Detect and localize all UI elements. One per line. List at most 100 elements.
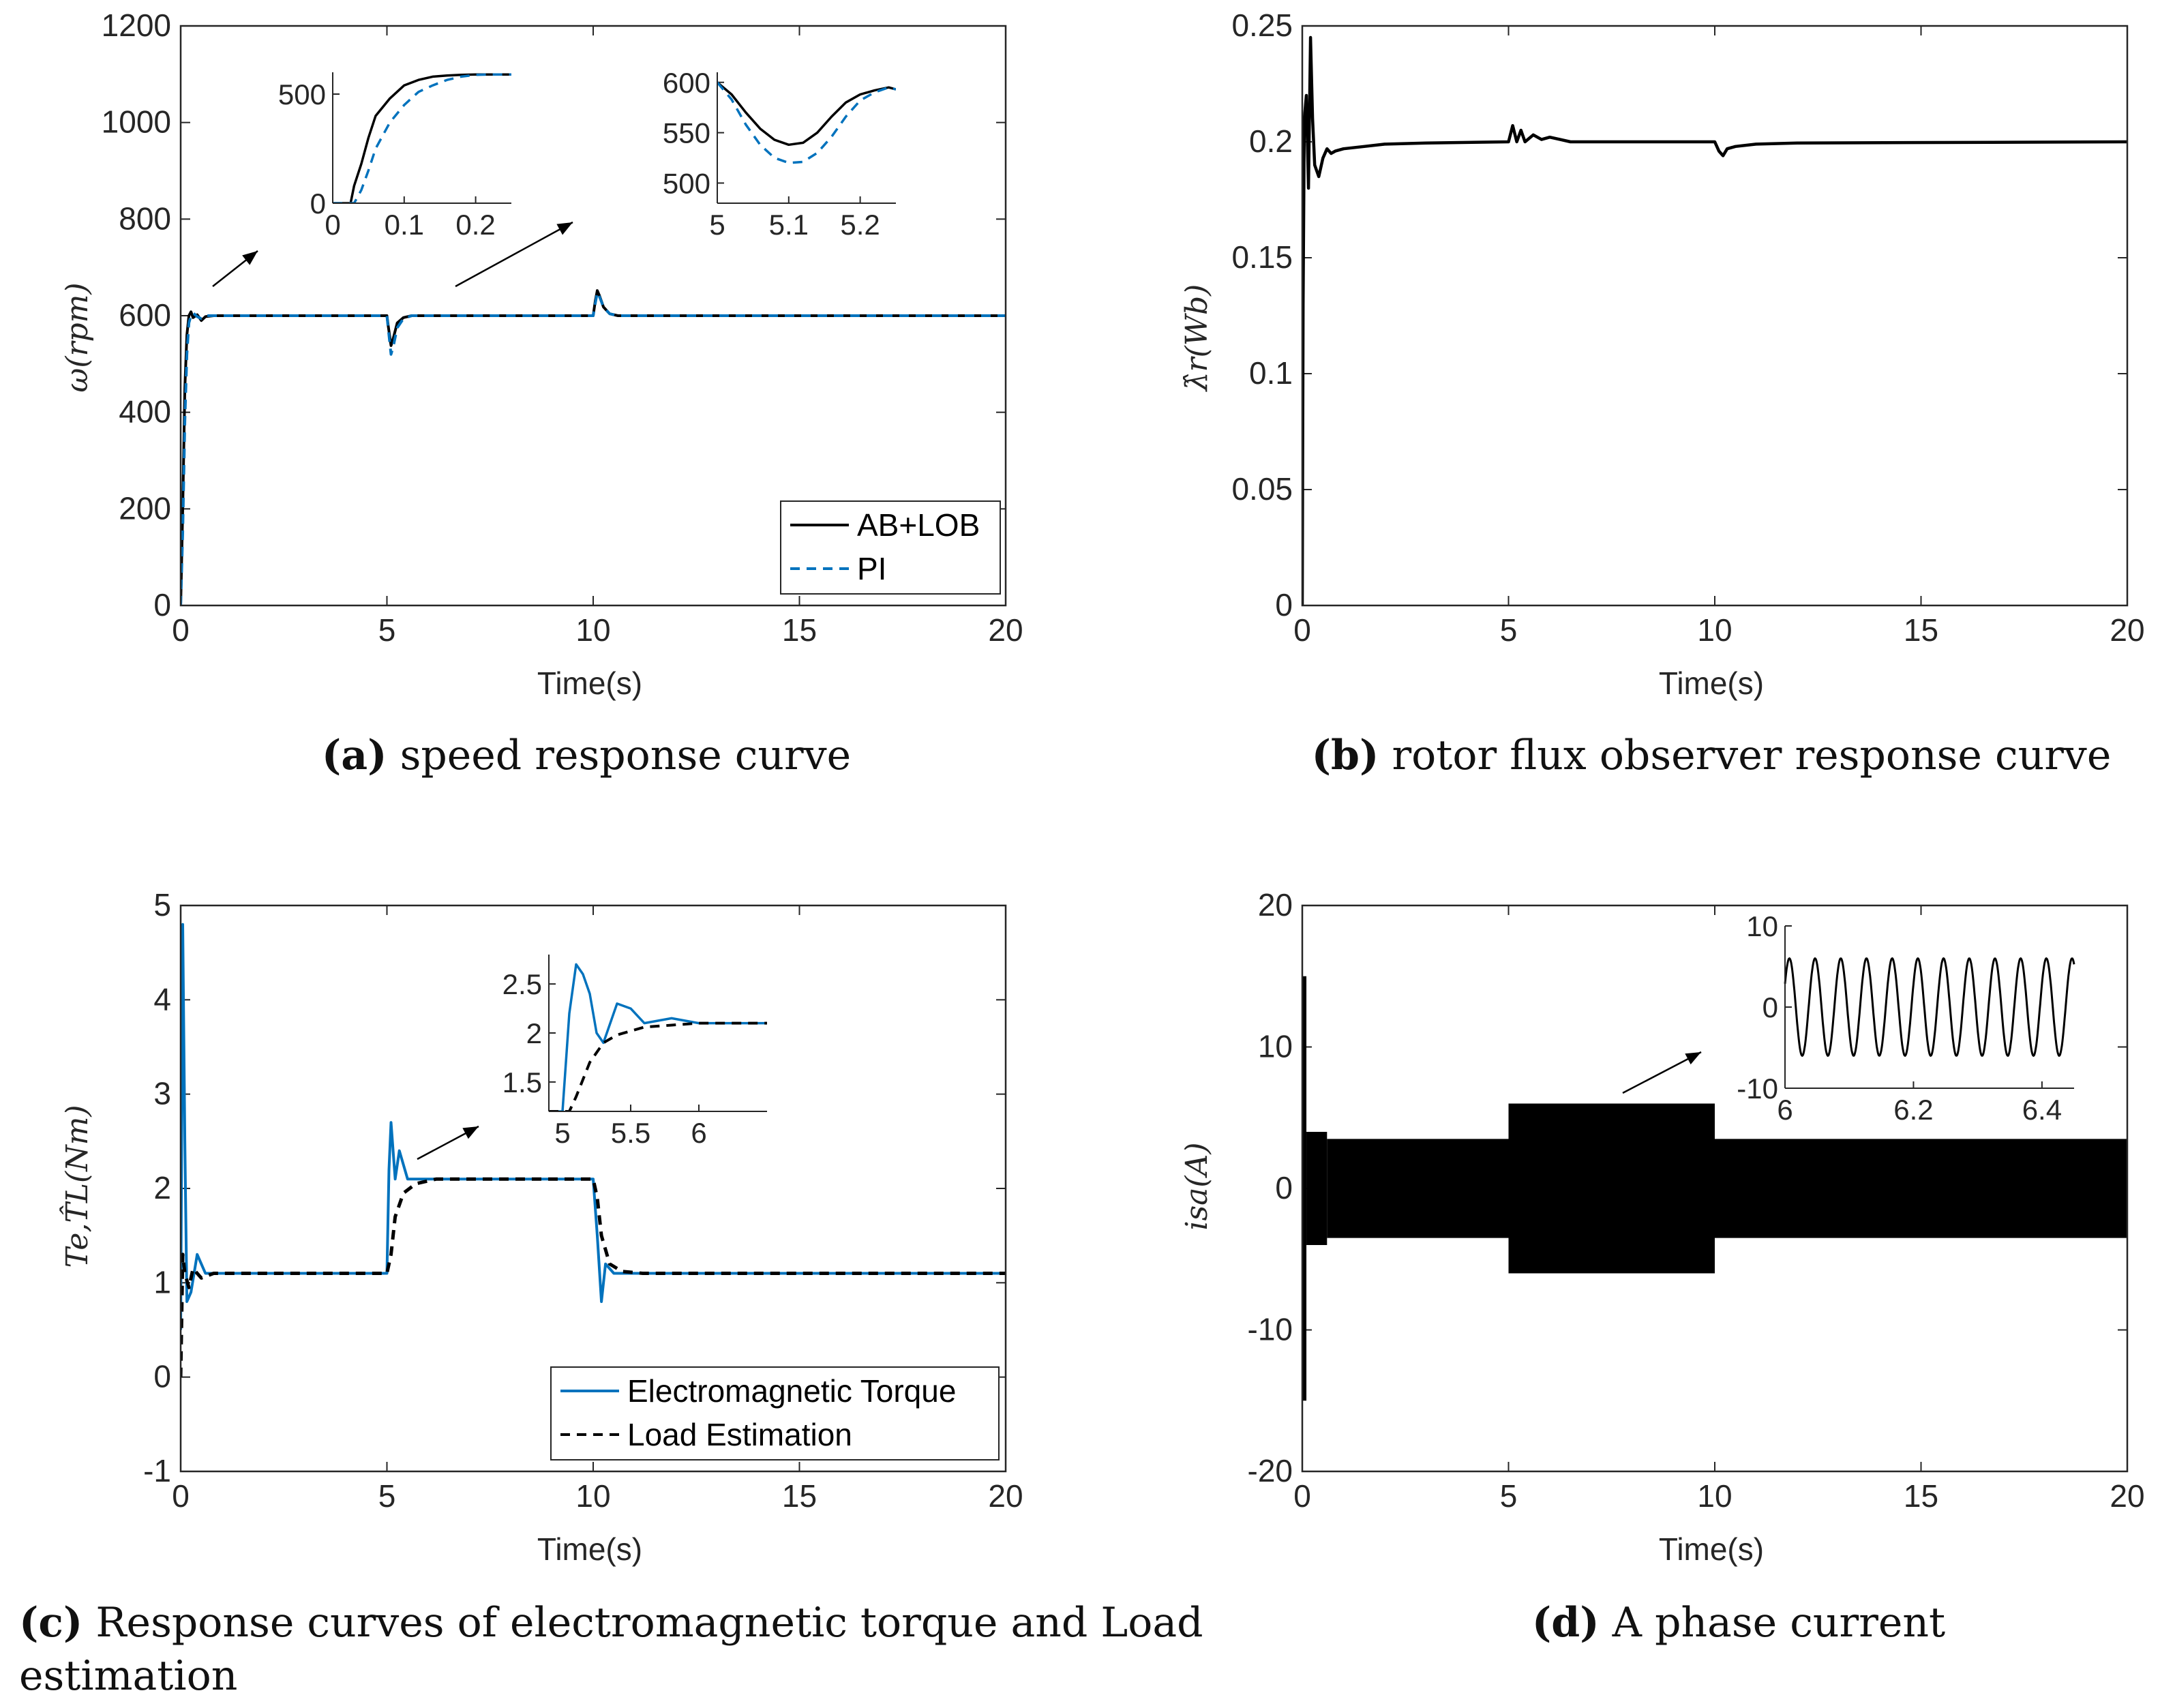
b-xtick-label: 5 bbox=[1500, 612, 1518, 648]
a-zoom-arrow-1-head bbox=[242, 251, 258, 265]
c-xtick-label: 15 bbox=[782, 1478, 817, 1514]
a-xtick-label: 20 bbox=[988, 612, 1023, 648]
a-zoom-arrow-2 bbox=[455, 221, 573, 288]
c-ytick-label: 3 bbox=[153, 1076, 171, 1111]
d-inset-current bbox=[1784, 957, 2075, 1057]
a-inset2-xtick-label: 5.1 bbox=[769, 209, 809, 241]
a-caption: (a) speed response curve bbox=[322, 732, 851, 779]
c-inset-xtick-label: 6 bbox=[691, 1117, 706, 1149]
c-inset-ytick-label: 2 bbox=[526, 1017, 542, 1049]
c-ytick-label: 1 bbox=[153, 1264, 171, 1300]
d-ylabel: isa(A) bbox=[1180, 1143, 1214, 1231]
d-inset-ytick-label: 10 bbox=[1746, 910, 1778, 942]
b-xlabel: Time(s) bbox=[1659, 665, 1764, 701]
d-current-band bbox=[1327, 1139, 1509, 1238]
c-caption: (c) Response curves of electromagnetic t… bbox=[19, 1599, 1203, 1647]
c-inset-ytick-label: 1.5 bbox=[502, 1066, 542, 1098]
c-xtick-label: 10 bbox=[575, 1478, 610, 1514]
b-ytick-label: 0.1 bbox=[1249, 355, 1293, 391]
a-ytick-label: 400 bbox=[119, 394, 171, 430]
c-inset-load bbox=[549, 1021, 767, 1111]
a-legend-label: PI bbox=[857, 551, 886, 586]
c-legend-box bbox=[550, 1366, 1000, 1460]
a-inset1-xtick-label: 0.2 bbox=[455, 209, 495, 241]
c-legend-label: Load Estimation bbox=[627, 1417, 852, 1452]
c-xtick-label: 0 bbox=[172, 1478, 190, 1514]
d-inset-plot-area bbox=[1785, 926, 2074, 1088]
b-series-flux bbox=[1302, 35, 2127, 605]
a-frame bbox=[179, 25, 1007, 607]
c-xtick-label: 5 bbox=[378, 1478, 396, 1514]
c-inset-torque bbox=[549, 963, 767, 1111]
c-inset-plot-area bbox=[549, 955, 767, 1111]
a-series-pi bbox=[181, 291, 1006, 605]
c-inset-ytick-label: 2.5 bbox=[502, 968, 542, 1000]
a-inset2-ytick-label: 500 bbox=[663, 167, 710, 199]
d-ytick-label: 0 bbox=[1275, 1170, 1293, 1205]
c-legend-label: Electromagnetic Torque bbox=[627, 1373, 956, 1409]
d-inset-ytick-label: 0 bbox=[1762, 991, 1778, 1023]
a-ytick-label: 1200 bbox=[102, 8, 171, 43]
d-zoom-arrow-head bbox=[1685, 1052, 1701, 1065]
d-xtick-label: 20 bbox=[2110, 1478, 2144, 1514]
a-inset1-pi bbox=[333, 73, 511, 203]
c-ytick-label: -1 bbox=[143, 1453, 171, 1488]
a-inset2-plot-area bbox=[717, 72, 896, 203]
a-inset2-ytick-label: 550 bbox=[663, 117, 710, 149]
a-legend-box bbox=[780, 500, 1001, 595]
d-ytick-label: 20 bbox=[1258, 887, 1293, 923]
b-ylabel: λ̂r(Wb) bbox=[1180, 284, 1214, 393]
c-inset-xtick-label: 5 bbox=[554, 1117, 570, 1149]
d-current-band bbox=[1508, 1103, 1715, 1274]
d-inset-ytick-label: -10 bbox=[1737, 1073, 1778, 1105]
d-xtick-label: 5 bbox=[1500, 1478, 1518, 1514]
d-frame bbox=[1301, 904, 2129, 1473]
d-xlabel: Time(s) bbox=[1659, 1531, 1764, 1567]
a-inset2-xtick-label: 5 bbox=[709, 209, 725, 241]
d-current-band bbox=[1306, 1132, 1328, 1245]
c-xtick-label: 20 bbox=[988, 1478, 1023, 1514]
a-inset2-ytick-label: 600 bbox=[663, 67, 710, 99]
a-ytick-label: 0 bbox=[153, 587, 171, 623]
a-xtick-label: 15 bbox=[782, 612, 817, 648]
d-caption: (d) A phase current bbox=[1532, 1599, 1945, 1647]
d-xtick-label: 15 bbox=[1904, 1478, 1938, 1514]
d-inset-xtick-label: 6.2 bbox=[1893, 1094, 1933, 1126]
a-legend-label: AB+LOB bbox=[857, 507, 980, 543]
b-xtick-label: 20 bbox=[2110, 612, 2144, 648]
a-inset2-ab-lob bbox=[717, 81, 896, 147]
a-inset2-pi bbox=[717, 81, 896, 164]
a-inset1-ab-lob bbox=[333, 73, 511, 203]
c-zoom-arrow-head bbox=[462, 1126, 479, 1139]
a-inset2-xtick-label: 5.2 bbox=[840, 209, 880, 241]
b-ytick-label: 0.2 bbox=[1249, 123, 1293, 159]
c-xlabel: Time(s) bbox=[537, 1531, 642, 1567]
a-zoom-arrow-2-head bbox=[556, 222, 573, 235]
b-ytick-label: 0.05 bbox=[1231, 471, 1293, 507]
a-xtick-label: 5 bbox=[378, 612, 396, 648]
a-inset1-xtick-label: 0.1 bbox=[385, 209, 424, 241]
a-inset1-ytick-label: 0 bbox=[310, 188, 326, 220]
a-ytick-label: 200 bbox=[119, 490, 171, 526]
c-ytick-label: 5 bbox=[153, 887, 171, 923]
d-current-band bbox=[1302, 976, 1307, 1401]
a-inset1-ytick-label: 500 bbox=[278, 78, 326, 110]
a-xlabel: Time(s) bbox=[537, 665, 642, 701]
c-series-load bbox=[181, 1177, 1006, 1377]
b-xtick-label: 0 bbox=[1293, 612, 1311, 648]
b-ytick-label: 0.25 bbox=[1231, 8, 1293, 43]
a-inset1-plot-area bbox=[333, 72, 511, 203]
b-ytick-label: 0 bbox=[1275, 587, 1293, 623]
a-ytick-label: 800 bbox=[119, 200, 171, 236]
c-inset-xtick-label: 5.5 bbox=[611, 1117, 650, 1149]
d-inset-xtick-label: 6 bbox=[1777, 1094, 1792, 1126]
c-ylabel: Te,T̂L(Nm) bbox=[59, 1105, 95, 1268]
d-ytick-label: 10 bbox=[1258, 1029, 1293, 1064]
d-ytick-label: -20 bbox=[1248, 1453, 1293, 1488]
a-xtick-label: 10 bbox=[575, 612, 610, 648]
b-xtick-label: 15 bbox=[1904, 612, 1938, 648]
panel-d: 0 5 10 15 20 -20 -10 0 10 20 6 6.2 6.4 -10 0 10 Time(s)… bbox=[1180, 887, 2145, 1647]
